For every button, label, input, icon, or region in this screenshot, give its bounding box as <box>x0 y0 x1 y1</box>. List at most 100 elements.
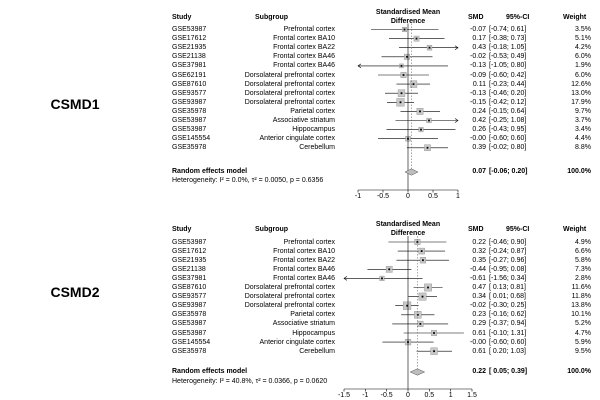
smd-value: -0.00 <box>470 338 486 346</box>
header-ci: 95%-CI <box>506 14 530 21</box>
study-id: GSE17612 <box>172 35 207 43</box>
x-tick-label: -0.5 <box>380 392 393 399</box>
weight-value: 4.7% <box>575 329 591 337</box>
smd-value: -0.44 <box>470 265 486 273</box>
study-id: GSE21138 <box>172 53 206 61</box>
point-estimate <box>415 37 418 40</box>
subgroup-label: Frontal cortex BA46 <box>273 62 335 70</box>
subgroup-label: Associative striatum <box>272 320 335 328</box>
x-tick-label: 1 <box>448 392 453 399</box>
ci-arrow-right <box>454 118 459 123</box>
subgroup-label: Prefrontal cortex <box>283 238 335 246</box>
header-ci: 95%-CI <box>506 226 530 233</box>
subgroup-label: Associative striatum <box>272 117 335 124</box>
point-estimate <box>402 74 405 76</box>
header-smd: SMD <box>468 226 484 233</box>
point-estimate <box>426 146 429 149</box>
weight-value: 6.6% <box>575 247 591 255</box>
ci-value: [-0.46; 0.20] <box>489 89 527 97</box>
subgroup-label: Frontal cortex BA46 <box>273 265 335 273</box>
subgroup-label: Dorsolateral prefrontal cortex <box>244 284 335 291</box>
subgroup-label: Frontal cortex BA10 <box>273 35 335 43</box>
smd-value: 0.39 <box>472 144 486 152</box>
subgroup-label: Cerebellum <box>299 144 335 152</box>
x-tick-label: 0 <box>406 392 410 399</box>
weight-value: 7.3% <box>575 265 591 273</box>
summary-label: Random effects model <box>172 168 248 175</box>
ci-value: [-0.46; 0.90] <box>489 238 527 246</box>
ci-value: [-0.23; 0.44] <box>489 80 527 88</box>
header-study: Study <box>172 226 192 233</box>
smd-value: 0.35 <box>472 256 486 264</box>
ci-value: [-0.15; 0.64] <box>489 107 527 115</box>
ci-value: [-0.27; 0.96] <box>489 256 527 264</box>
subgroup-label: Hippocampus <box>292 329 335 337</box>
summary-weight: 100.0% <box>567 168 591 175</box>
ci-value: [-0.16; 0.62] <box>489 311 527 319</box>
point-estimate <box>400 65 403 67</box>
summary-label: Random effects model <box>172 368 248 375</box>
weight-value: 5.1% <box>575 35 591 43</box>
weight-value: 3.7% <box>575 117 591 124</box>
gene-label: CSMD2 <box>50 284 100 300</box>
subgroup-label: Dorsolateral prefrontal cortex <box>244 80 335 88</box>
subgroup-label: Anterior cingulate cortex <box>259 338 335 346</box>
smd-value: -0.61 <box>470 274 486 282</box>
point-estimate <box>406 304 409 307</box>
study-id: GSE21935 <box>172 256 207 264</box>
study-id: GSE37981 <box>172 62 207 70</box>
x-tick-label: 1 <box>456 193 460 200</box>
subgroup-label: Parietal cortex <box>290 311 335 319</box>
ci-value: [-0.42; 0.12] <box>489 98 527 106</box>
ci-value: [-0.25; 1.08] <box>489 117 527 124</box>
ci-value: [-0.18; 1.05] <box>489 44 527 52</box>
subgroup-label: Dorsolateral prefrontal cortex <box>244 302 335 310</box>
header-subgroup: Subgroup <box>255 226 289 233</box>
weight-value: 13.0% <box>571 89 591 97</box>
smd-value: 0.43 <box>472 44 486 52</box>
study-id: GSE53987 <box>172 320 207 328</box>
point-estimate <box>427 286 429 289</box>
subgroup-label: Dorsolateral prefrontal cortex <box>244 98 335 106</box>
ci-value: [-0.53; 0.49] <box>489 53 527 61</box>
ci-value: [ 0.13; 0.81] <box>489 284 526 291</box>
weight-value: 4.9% <box>575 238 591 246</box>
header-effect-1: Standardised Mean <box>375 221 441 228</box>
study-id: GSE93987 <box>172 98 207 106</box>
point-estimate <box>381 277 383 280</box>
study-id: GSE21935 <box>172 44 207 52</box>
ci-value: [-0.60; 0.42] <box>489 71 527 79</box>
smd-value: 0.11 <box>472 80 486 88</box>
smd-value: -0.15 <box>470 98 486 106</box>
study-id: GSE62191 <box>172 71 207 79</box>
point-estimate <box>403 28 406 31</box>
point-estimate <box>406 55 408 58</box>
point-estimate <box>420 250 423 252</box>
smd-value: -0.09 <box>470 71 486 79</box>
study-id: GSE87610 <box>172 80 207 88</box>
x-tick-label: -1 <box>362 392 369 399</box>
ci-value: [-1.56; 0.34] <box>489 274 527 282</box>
subgroup-label: Anterior cingulate cortex <box>259 135 335 143</box>
weight-value: 6.0% <box>575 53 591 61</box>
point-estimate <box>399 101 402 104</box>
subgroup-label: Dorsolateral prefrontal cortex <box>244 89 335 97</box>
smd-value: -0.00 <box>470 135 486 143</box>
x-tick-label: 0.5 <box>424 392 435 399</box>
study-id: GSE21138 <box>172 265 206 273</box>
point-estimate <box>422 259 424 262</box>
weight-value: 17.9% <box>571 98 591 106</box>
weight-value: 1.9% <box>575 62 591 70</box>
subgroup-label: Frontal cortex BA46 <box>273 53 335 61</box>
study-id: GSE37981 <box>172 274 207 282</box>
smd-value: 0.32 <box>472 247 486 255</box>
point-estimate <box>388 268 391 271</box>
summary-smd: 0.07 <box>472 168 486 175</box>
smd-value: 0.34 <box>472 293 486 301</box>
header-weight: Weight <box>563 226 587 233</box>
weight-value: 6.0% <box>575 71 591 79</box>
heterogeneity-text: Heterogeneity: I² = 40.8%, τ² = 0.0366, … <box>172 378 328 385</box>
summary-diamond <box>404 168 419 176</box>
point-estimate <box>419 323 422 325</box>
